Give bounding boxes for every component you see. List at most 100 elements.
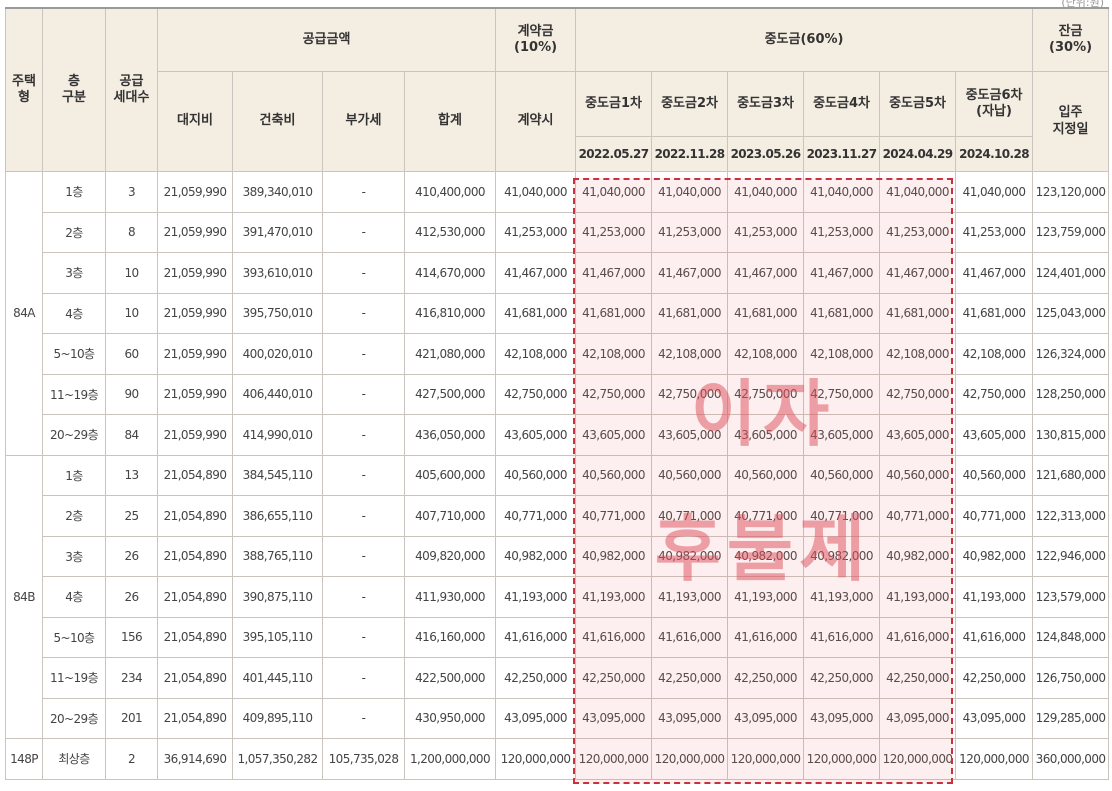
table-row: 148P 최상층 2 36,914,690 1,057,350,282 105,735,0… (5, 738, 1110, 780)
interim-5-cell: 41,253,000 (879, 211, 957, 253)
header-date-1: 2022.05.27 (575, 136, 653, 172)
interim-3-cell: 40,982,000 (727, 535, 805, 577)
contract-cell: 41,040,000 (495, 171, 577, 213)
floor-cell: 4층 (42, 576, 106, 618)
interim-1-cell: 41,616,000 (575, 616, 653, 658)
header-interim: 중도금(60%) (575, 7, 1034, 72)
interim-2-cell: 41,253,000 (651, 211, 729, 253)
interim-1-cell: 40,982,000 (575, 535, 653, 577)
building-cell: 391,470,010 (232, 211, 323, 253)
vat-cell: - (322, 576, 405, 618)
units-cell: 13 (105, 454, 158, 496)
interim-6-cell: 40,771,000 (955, 495, 1034, 537)
land-cell: 21,054,890 (157, 535, 233, 577)
land-cell: 21,054,890 (157, 616, 233, 658)
interim-5-cell: 42,108,000 (879, 333, 957, 375)
table-row: 4층 26 21,054,890 390,875,110-411,930,000 41,… (6, 576, 1110, 618)
interim-5-cell: 41,616,000 (879, 616, 957, 658)
land-cell: 21,059,990 (157, 252, 233, 294)
building-cell: 414,990,010 (232, 414, 323, 456)
floor-cell: 20~29층 (42, 414, 106, 456)
interim-1-cell: 42,750,000 (575, 373, 653, 415)
table-row: 4층 10 21,059,990 395,750,010-416,810,000 41,… (6, 292, 1110, 334)
balance-cell: 129,285,000 (1032, 697, 1110, 739)
interim-4-cell: 41,467,000 (803, 252, 881, 294)
balance-cell: 130,815,000 (1032, 414, 1110, 456)
units-cell: 90 (105, 373, 158, 415)
vat-cell: - (322, 414, 405, 456)
building-cell: 395,105,110 (232, 616, 323, 658)
interim-6-cell: 43,605,000 (955, 414, 1034, 456)
header-interim-5: 중도금5차 (879, 71, 957, 137)
interim-6-cell: 42,750,000 (955, 373, 1034, 415)
header-interim-1: 중도금1차 (575, 71, 653, 137)
interim-1-cell: 120,000,000 (575, 738, 653, 780)
floor-cell: 5~10층 (42, 333, 106, 375)
building-cell: 386,655,110 (232, 495, 323, 537)
interim-5-cell: 43,605,000 (879, 414, 957, 456)
floor-cell: 최상층 (42, 738, 106, 780)
interim-4-cell: 42,250,000 (803, 657, 881, 699)
vat-cell: 105,735,028 (322, 738, 405, 780)
interim-5-cell: 40,560,000 (879, 454, 957, 496)
balance-cell: 122,313,000 (1032, 495, 1110, 537)
header-interim-2: 중도금2차 (651, 71, 729, 137)
interim-3-cell: 43,095,000 (727, 697, 805, 739)
header-contract: 계약금 (10%) (495, 7, 577, 72)
interim-4-cell: 43,605,000 (803, 414, 881, 456)
floor-cell: 2층 (42, 495, 106, 537)
building-cell: 390,875,110 (232, 576, 323, 618)
interim-2-cell: 41,467,000 (651, 252, 729, 294)
floor-cell: 1층 (42, 171, 106, 213)
contract-cell: 41,681,000 (495, 292, 577, 334)
units-cell: 201 (105, 697, 158, 739)
vat-cell: - (322, 535, 405, 577)
interim-6-cell: 41,253,000 (955, 211, 1034, 253)
interim-6-cell: 40,982,000 (955, 535, 1034, 577)
interim-6-cell: 120,000,000 (955, 738, 1034, 780)
contract-cell: 40,560,000 (495, 454, 577, 496)
header-balance-when: 입주 지정일 (1032, 71, 1110, 172)
vat-cell: - (322, 495, 405, 537)
building-cell: 406,440,010 (232, 373, 323, 415)
housing-type-cell: 84B (5, 454, 43, 739)
building-cell: 393,610,010 (232, 252, 323, 294)
interim-3-cell: 41,681,000 (727, 292, 805, 334)
land-cell: 21,054,890 (157, 454, 233, 496)
balance-cell: 122,946,000 (1032, 535, 1110, 577)
contract-cell: 41,193,000 (495, 576, 577, 618)
interim-6-cell: 41,193,000 (955, 576, 1034, 618)
interim-5-cell: 42,250,000 (879, 657, 957, 699)
contract-cell: 43,605,000 (495, 414, 577, 456)
total-cell: 411,930,000 (403, 576, 497, 618)
interim-3-cell: 41,253,000 (727, 211, 805, 253)
table-row: 2층 25 21,054,890 386,655,110-407,710,000 40,… (6, 495, 1110, 537)
interim-1-cell: 43,605,000 (575, 414, 653, 456)
floor-cell: 2층 (42, 211, 106, 253)
interim-4-cell: 41,040,000 (803, 171, 881, 213)
balance-cell: 128,250,000 (1032, 373, 1110, 415)
total-cell: 409,820,000 (403, 535, 497, 577)
floor-cell: 1층 (42, 454, 106, 496)
header-contract-when: 계약시 (495, 71, 577, 172)
units-cell: 26 (105, 535, 158, 577)
vat-cell: - (322, 373, 405, 415)
balance-cell: 123,579,000 (1032, 576, 1110, 618)
interim-6-cell: 43,095,000 (955, 697, 1034, 739)
total-cell: 436,050,000 (403, 414, 497, 456)
building-cell: 400,020,010 (232, 333, 323, 375)
interim-3-cell: 42,108,000 (727, 333, 805, 375)
vat-cell: - (322, 252, 405, 294)
building-cell: 395,750,010 (232, 292, 323, 334)
header-interim-4: 중도금4차 (803, 71, 881, 137)
header-date-2: 2022.11.28 (651, 136, 729, 172)
floor-cell: 5~10층 (42, 616, 106, 658)
total-cell: 422,500,000 (403, 657, 497, 699)
land-cell: 21,059,990 (157, 171, 233, 213)
header-housing-type: 주택 형 (5, 7, 43, 172)
total-cell: 416,160,000 (403, 616, 497, 658)
interim-2-cell: 40,560,000 (651, 454, 729, 496)
vat-cell: - (322, 171, 405, 213)
interim-3-cell: 41,467,000 (727, 252, 805, 294)
interim-6-cell: 41,681,000 (955, 292, 1034, 334)
